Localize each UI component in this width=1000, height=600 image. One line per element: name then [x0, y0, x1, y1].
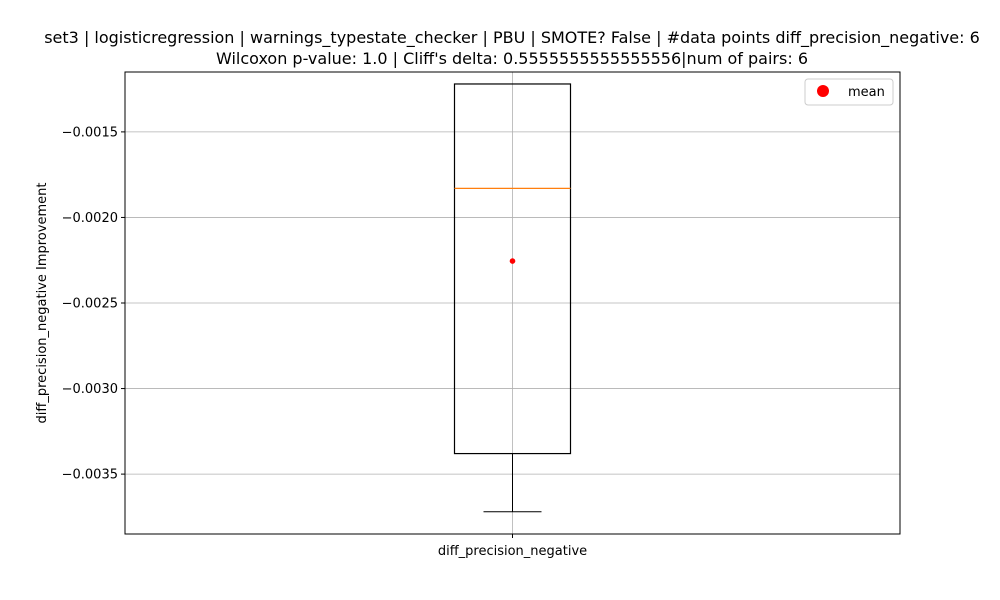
y-axis-label: diff_precision_negative Improvement — [35, 183, 50, 424]
y-tick-label: −0.0030 — [62, 382, 118, 397]
y-tick-label: −0.0025 — [62, 297, 118, 312]
chart-title-line-2: Wilcoxon p-value: 1.0 | Cliff's delta: 0… — [216, 49, 808, 68]
legend-mean-marker — [817, 85, 829, 97]
y-tick-label: −0.0035 — [62, 468, 118, 483]
interquartile-box — [453, 83, 572, 455]
box-group — [453, 83, 572, 513]
x-tick-label: diff_precision_negative — [438, 544, 587, 559]
y-tick-label: −0.0015 — [62, 125, 118, 140]
mean-marker — [509, 258, 516, 264]
legend: mean — [804, 78, 894, 106]
y-tick-label: −0.0020 — [62, 211, 118, 226]
chart-title-line-1: set3 | logisticregression | warnings_typ… — [44, 28, 980, 48]
legend-box — [804, 78, 894, 106]
y-axis-ticks: −0.0015 −0.0020 −0.0025 −0.0030 −0.0035 — [62, 125, 125, 483]
x-axis-ticks: diff_precision_negative — [438, 534, 587, 559]
legend-mean-label: mean — [848, 85, 885, 100]
